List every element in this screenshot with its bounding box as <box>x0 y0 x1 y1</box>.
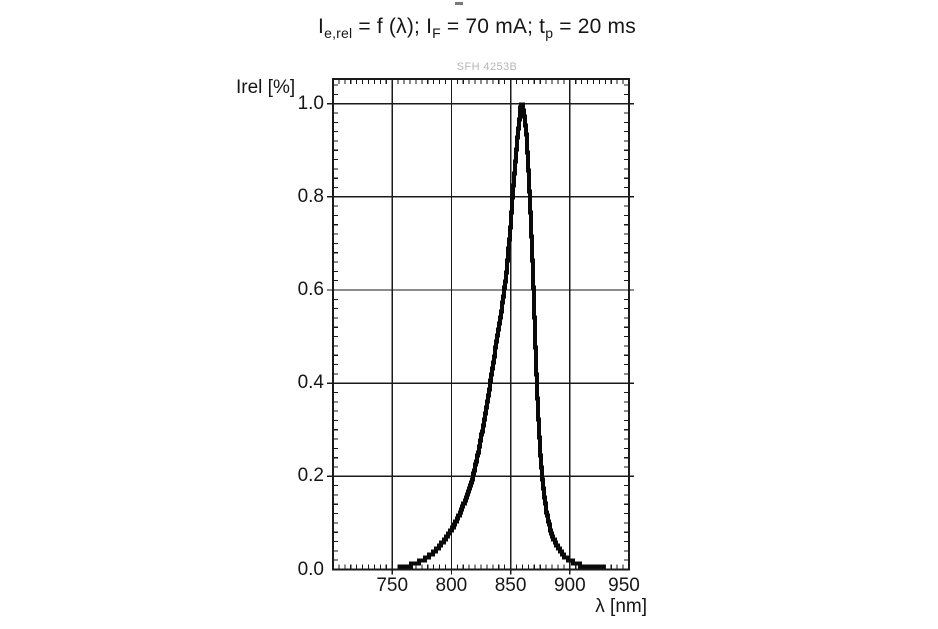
title-pulse: = 20 ms <box>553 15 636 38</box>
title-symbol-I: I <box>318 15 325 38</box>
title-sub-erel: e,rel <box>324 25 353 41</box>
minor-ticks <box>333 79 629 570</box>
x-tick-label: 750 <box>376 575 409 596</box>
spectrum-line <box>398 102 605 569</box>
x-tick-label: 800 <box>435 575 468 596</box>
title-sub-F: F <box>432 25 441 41</box>
scan-artifact-mark <box>455 2 463 5</box>
y-tick-label: 0.4 <box>297 372 324 394</box>
x-tick-label: 900 <box>553 575 586 596</box>
x-axis-title: λ [nm] <box>595 596 647 617</box>
chart-title: Ie,rel = f (λ); IF = 70 mA; tp = 20 ms <box>318 15 636 41</box>
spectrum-curve <box>398 102 605 569</box>
title-equation: = f (λ); I <box>352 15 433 38</box>
plot-frame <box>331 77 631 571</box>
y-tick-label: 0.6 <box>297 279 324 300</box>
x-tick-label: 950 <box>608 575 640 596</box>
title-sub-p: p <box>545 25 554 41</box>
y-tick-label: 0.0 <box>297 558 324 580</box>
y-tick-label: 1.0 <box>297 92 324 114</box>
y-tick-label: 0.8 <box>297 185 324 207</box>
title-current: = 70 mA; t <box>440 15 546 38</box>
major-gridlines <box>327 79 634 575</box>
x-tick-label: 850 <box>494 575 527 596</box>
y-tick-label: 0.2 <box>297 465 324 487</box>
y-axis-title: Irel [%] <box>236 77 296 98</box>
device-watermark-label: SFH 4253B <box>456 61 518 73</box>
